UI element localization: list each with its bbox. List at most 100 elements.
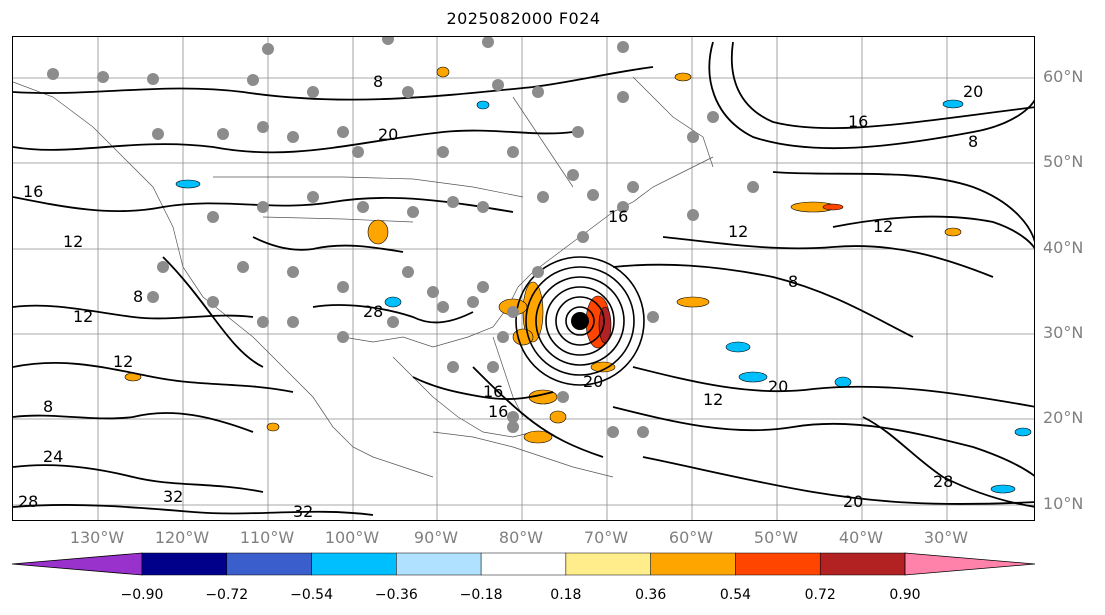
station-marker	[437, 146, 449, 158]
longitude-label: 90°W	[413, 528, 459, 547]
longitude-label: 130°W	[69, 528, 125, 547]
station-marker	[687, 209, 699, 221]
anomaly-fill	[738, 371, 768, 383]
contour-label: 12	[728, 222, 748, 241]
station-marker	[507, 306, 519, 318]
colorbar-segment	[819, 552, 906, 576]
anomaly-fill	[476, 100, 490, 110]
anomaly-fill	[942, 99, 964, 109]
station-marker	[257, 121, 269, 133]
contour-label: 24	[43, 447, 63, 466]
contour-label: 12	[113, 352, 133, 371]
lat-lon-grid	[13, 37, 1034, 520]
station-marker	[467, 296, 479, 308]
anomaly-fill	[436, 66, 450, 78]
colorbar-tick-label: 0.90	[889, 587, 921, 603]
longitude-label: 30°W	[923, 528, 969, 547]
longitude-label: 100°W	[324, 528, 380, 547]
station-marker	[557, 391, 569, 403]
station-marker	[382, 37, 394, 45]
anomaly-fill	[990, 484, 1016, 494]
storm-contour-ring	[565, 306, 595, 336]
station-marker	[617, 201, 629, 213]
contour-label: 8	[788, 272, 798, 291]
contour-labels: 8202016816121288243232282816161282028201…	[18, 72, 983, 520]
contour-line	[862, 416, 1034, 508]
longitude-label: 110°W	[239, 528, 295, 547]
station-marker	[532, 266, 544, 278]
contour-label: 8	[133, 287, 143, 306]
station-marker	[147, 291, 159, 303]
anomaly-fill	[266, 422, 280, 432]
station-marker	[617, 41, 629, 53]
station-marker	[427, 286, 439, 298]
colorbar-segment	[226, 552, 312, 576]
colorbar-segment	[650, 552, 736, 576]
anomaly-fill	[674, 72, 692, 82]
contour-label: 8	[373, 72, 383, 91]
contour-line	[632, 366, 1034, 408]
colorbar-extend-high	[904, 552, 1036, 576]
contour-line	[312, 304, 474, 324]
colorbar-segment	[480, 552, 567, 576]
colorbar-tick-label: −0.18	[459, 587, 503, 603]
station-marker	[402, 266, 414, 278]
anomaly-fill	[367, 219, 389, 245]
contour-label: 20	[583, 372, 603, 391]
colorbar	[11, 552, 1036, 576]
station-marker	[637, 426, 649, 438]
station-marker	[482, 37, 494, 48]
contour-label: 16	[608, 207, 628, 226]
station-marker	[627, 181, 639, 193]
contour-label: 28	[933, 472, 953, 491]
station-marker	[337, 281, 349, 293]
station-marker	[447, 361, 459, 373]
station-marker	[647, 311, 659, 323]
latitude-label: 50°N	[1043, 152, 1084, 171]
station-marker	[257, 316, 269, 328]
colorbar-tick-label: −0.36	[374, 587, 418, 603]
contour-line	[13, 66, 654, 101]
station-marker	[262, 43, 274, 55]
station-marker	[447, 196, 459, 208]
map-canvas: 8202016816121288243232282816161282028201…	[13, 37, 1034, 520]
station-marker	[237, 261, 249, 273]
station-marker	[147, 73, 159, 85]
contour-label: 28	[18, 492, 38, 511]
station-marker	[47, 68, 59, 80]
contour-label: 8	[43, 397, 53, 416]
colorbar-segment	[311, 552, 397, 576]
station-marker	[287, 266, 299, 278]
coastlines-borders	[13, 76, 714, 478]
latitude-label: 40°N	[1043, 238, 1084, 257]
station-marker	[97, 71, 109, 83]
station-marker	[207, 211, 219, 223]
contour-label: 8	[968, 132, 978, 151]
contour-line	[832, 215, 1034, 250]
colorbar-extend-low	[11, 552, 143, 576]
contour-label: 12	[873, 217, 893, 236]
colorbar-segment	[735, 552, 821, 576]
station-marker	[357, 201, 369, 213]
map-panel: 8 20 20 16 8 16 12 12 8 8 24 32 32 28 28 16 16 12 8 20 28 20 1…	[12, 36, 1035, 521]
colorbar-tick-label: −0.90	[120, 587, 164, 603]
coastline-segment	[632, 76, 714, 168]
colorbar-tick-label: 0.18	[550, 587, 582, 603]
station-marker	[257, 201, 269, 213]
longitude-label: 120°W	[154, 528, 210, 547]
contour-line	[472, 366, 604, 458]
station-marker	[337, 331, 349, 343]
station-marker	[532, 86, 544, 98]
anomaly-fill	[384, 296, 402, 308]
storm-contour-ring	[545, 286, 615, 356]
anomaly-fill	[1014, 427, 1032, 437]
contour-line	[13, 504, 374, 516]
storm-contour-ring	[535, 276, 625, 366]
anomaly-fill	[822, 203, 844, 211]
contour-line	[708, 41, 1034, 150]
latitude-label: 30°N	[1043, 323, 1084, 342]
station-marker	[157, 261, 169, 273]
longitude-label: 70°W	[583, 528, 629, 547]
contour-label: 20	[378, 125, 398, 144]
coastline-segment	[512, 96, 574, 188]
